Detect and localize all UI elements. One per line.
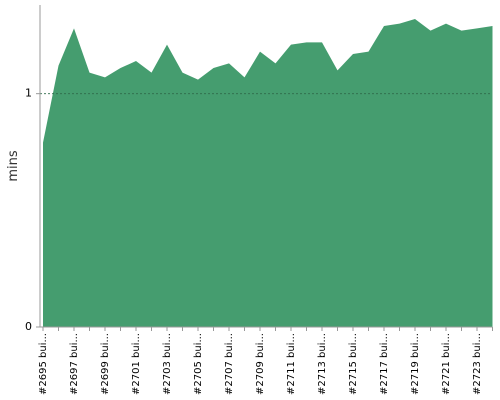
x-tick-label: #2695 bui... — [38, 333, 49, 395]
x-tick-label: #2709 bui... — [255, 333, 266, 395]
x-tick-label: #2707 bui... — [224, 333, 235, 395]
x-tick-label: #2711 bui... — [286, 333, 297, 395]
x-tick-label: #2699 bui... — [100, 333, 111, 395]
x-tick-label: #2715 bui... — [348, 333, 359, 395]
x-tick-label: #2721 bui... — [441, 333, 452, 395]
y-tick-label: 0 — [25, 320, 32, 333]
x-tick-label: #2703 bui... — [162, 333, 173, 395]
y-axis-label: mins — [6, 150, 21, 182]
x-tick-label: #2713 bui... — [317, 333, 328, 395]
y-tick-label: 1 — [25, 87, 32, 100]
x-tick-label: #2723 bui... — [472, 333, 483, 395]
area — [43, 19, 493, 327]
x-tick-label: #2719 bui... — [410, 333, 421, 395]
x-tick-label: #2705 bui... — [193, 333, 204, 395]
x-tick-label: #2717 bui... — [379, 333, 390, 395]
x-tick-label: #2701 bui... — [131, 333, 142, 395]
x-tick-label: #2697 bui... — [69, 333, 80, 395]
